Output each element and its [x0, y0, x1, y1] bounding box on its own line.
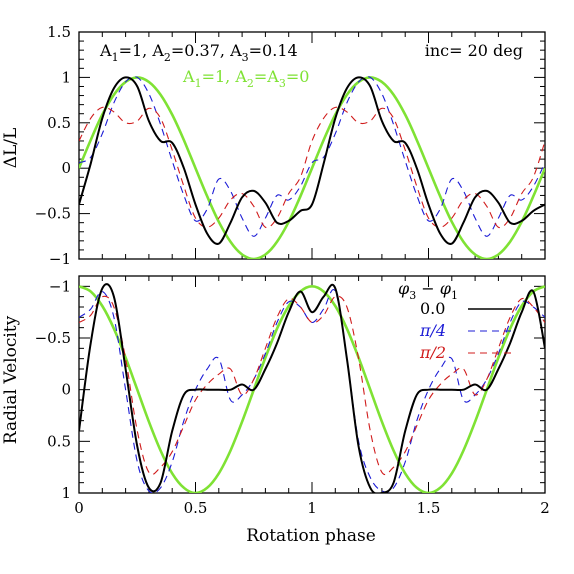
legend: 0.0 π/4 π/2 [419, 299, 512, 362]
light-curve-series-line-dipole [79, 76, 545, 259]
legend-entry-label: π/4 [419, 321, 446, 340]
y-tick-label: −0.5 [35, 205, 71, 223]
inclination-label: inc= 20 deg [425, 41, 523, 60]
light-curve-panel: 1.5 1 0.5 0 −0.5 −1 [35, 23, 546, 268]
radial-velocity-series-line-pi-2 [79, 295, 545, 476]
y-axis-title-light-curve: ΔL/L [1, 128, 21, 169]
light-curve-series-line-0-0 [79, 76, 545, 245]
radial-velocity-series-line-pi-4 [79, 289, 545, 493]
legend-title: φ3 − φ1 [398, 279, 458, 302]
light-curve-series-line-pi-2 [79, 106, 545, 229]
radial-velocity-series-line-dipole [79, 285, 545, 493]
x-tick-label: 0.5 [184, 499, 208, 517]
dipole-model-label: A1=1, A2=A3=0 [182, 67, 309, 90]
y-tick-label: 1.5 [47, 23, 71, 41]
radial-velocity-series-line-0-0 [79, 283, 545, 493]
y-tick-label: −1 [49, 277, 71, 295]
y-tick-label: 0 [61, 159, 71, 177]
y-tick-label: 0.5 [47, 114, 71, 132]
y-tick-label: 0.5 [47, 432, 71, 450]
light-curve-series-line-pi-4 [79, 76, 545, 237]
x-tick-label: 1.5 [417, 499, 441, 517]
y-tick-label: 0 [61, 381, 71, 399]
y-tick-label: −0.5 [35, 329, 71, 347]
x-tick-label: 0 [74, 499, 84, 517]
y-tick-label: 1 [61, 484, 71, 502]
y-tick-label: −1 [49, 250, 71, 268]
x-tick-label: 2 [540, 499, 550, 517]
light-curve-frame [78, 31, 546, 260]
x-axis-title: Rotation phase [246, 526, 376, 546]
y-tick-label: 1 [61, 68, 71, 86]
legend-entry-label: 0.0 [420, 299, 445, 318]
radial-velocity-panel: −1−0.500.510 0.5 1 1.5 2 [35, 275, 550, 517]
model-parameters-label: A1=1, A2=0.37, A3=0.14 [99, 41, 298, 64]
x-tick-label: 1 [307, 499, 317, 517]
legend-entry-label: π/2 [419, 343, 446, 362]
y-axis-title-radial-velocity: Radial Velocity [1, 315, 21, 444]
